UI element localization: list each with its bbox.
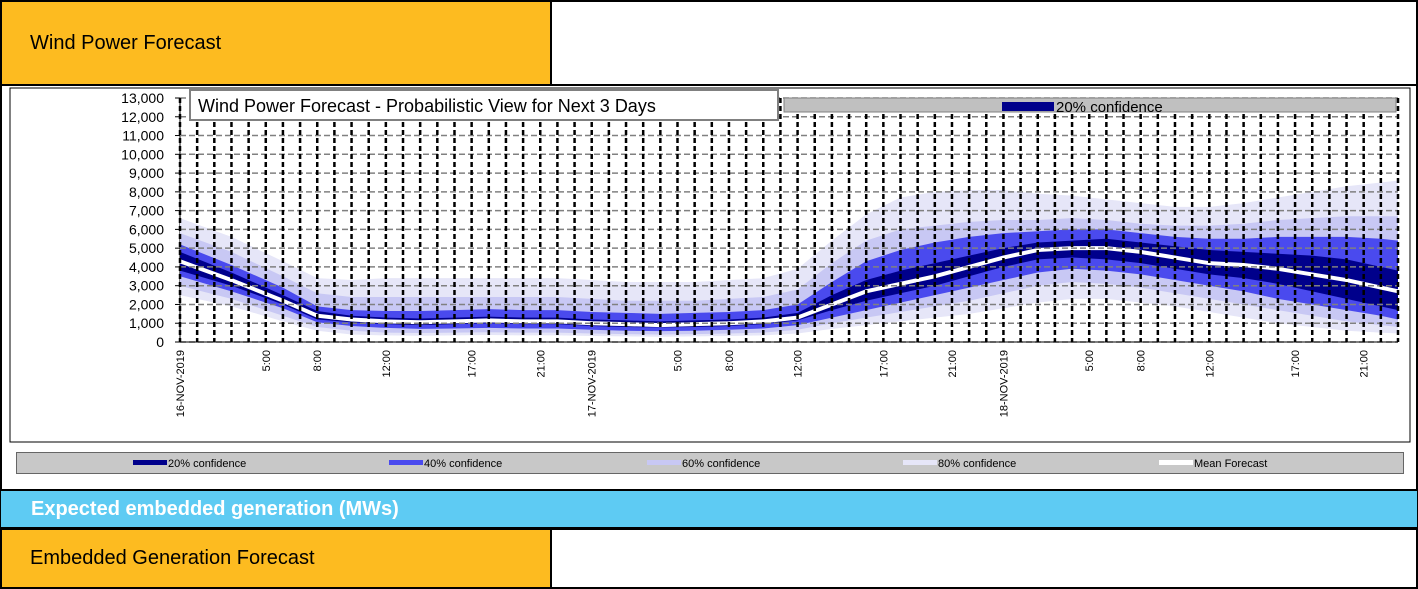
legend-label: 80% confidence	[938, 458, 1016, 470]
y-tick-label: 9,000	[129, 165, 164, 181]
x-tick-label: 12:00	[1204, 350, 1216, 378]
embedded-generation-header-title: Embedded Generation Forecast	[30, 547, 315, 569]
x-tick-label: 8:00	[724, 350, 736, 371]
y-tick-label: 3,000	[129, 278, 164, 294]
chart-legend: 20% confidence 40% confidence 60% confiden…	[16, 452, 1404, 474]
x-tick-label: 12:00	[381, 350, 393, 378]
y-tick-label: 7,000	[129, 203, 164, 219]
wind-power-header: Wind Power Forecast	[0, 0, 552, 86]
y-tick-label: 0	[156, 334, 164, 350]
x-tick-label: 18-NOV-2019	[998, 350, 1010, 417]
y-tick-label: 1,000	[129, 315, 164, 331]
x-tick-label: 21:00	[535, 350, 547, 378]
x-tick-label: 8:00	[312, 350, 324, 371]
x-tick-label: 17:00	[467, 350, 479, 378]
wind-forecast-chart: 0 1,000 2,000 3,000 4,000 5,000 6,000 7,000 8,00…	[9, 87, 1411, 443]
embedded-generation-header-blank	[550, 528, 1418, 589]
legend-swatch	[903, 460, 937, 465]
legend-swatch	[1159, 460, 1193, 465]
inline-legend-swatch	[1002, 102, 1054, 111]
wind-power-header-title: Wind Power Forecast	[30, 31, 222, 54]
y-tick-label: 13,000	[121, 90, 164, 106]
chart-title: Wind Power Forecast - Probabilistic View…	[198, 96, 656, 116]
wind-power-header-blank	[550, 0, 1418, 86]
x-tick-label: 16-NOV-2019	[175, 350, 187, 417]
x-tick-label: 17-NOV-2019	[587, 350, 599, 417]
y-tick-label: 10,000	[121, 146, 164, 162]
x-tick-label: 5:00	[261, 350, 273, 371]
y-tick-label: 4,000	[129, 259, 164, 275]
legend-swatch	[389, 460, 423, 465]
x-tick-label: 8:00	[1136, 350, 1148, 371]
chart-title-box	[189, 89, 779, 121]
legend-label: 60% confidence	[682, 458, 760, 470]
x-tick-label: 5:00	[1084, 350, 1096, 371]
mean-forecast-line	[179, 246, 1399, 328]
inline-legend-box	[783, 97, 1397, 113]
x-tick-label: 12:00	[793, 350, 805, 378]
section-title: Expected embedded generation (MWs)	[31, 497, 399, 520]
y-tick-label: 12,000	[121, 109, 164, 125]
y-tick-label: 11,000	[122, 128, 164, 144]
x-tick-label: 17:00	[878, 350, 890, 378]
embedded-generation-header: Embedded Generation Forecast	[0, 528, 552, 589]
legend-label: 20% confidence	[168, 458, 246, 470]
legend-label: Mean Forecast	[1194, 458, 1267, 470]
y-tick-label: 6,000	[129, 221, 164, 237]
y-tick-label: 5,000	[129, 240, 164, 256]
legend-swatch	[133, 460, 167, 465]
chart-frame: 0 1,000 2,000 3,000 4,000 5,000 6,000 7,000 8,00…	[0, 84, 1418, 491]
x-tick-label: 21:00	[947, 350, 959, 378]
embedded-generation-section-bar: Expected embedded generation (MWs)	[0, 490, 1418, 528]
legend-swatch	[647, 460, 681, 465]
y-tick-label: 8,000	[129, 184, 164, 200]
y-tick-label: 2,000	[129, 296, 164, 312]
legend-label: 40% confidence	[424, 458, 502, 470]
x-tick-label: 21:00	[1359, 350, 1371, 378]
inline-legend-label: 20% confidence	[1056, 99, 1163, 116]
x-tick-label: 17:00	[1290, 350, 1302, 378]
x-tick-label: 5:00	[672, 350, 684, 371]
